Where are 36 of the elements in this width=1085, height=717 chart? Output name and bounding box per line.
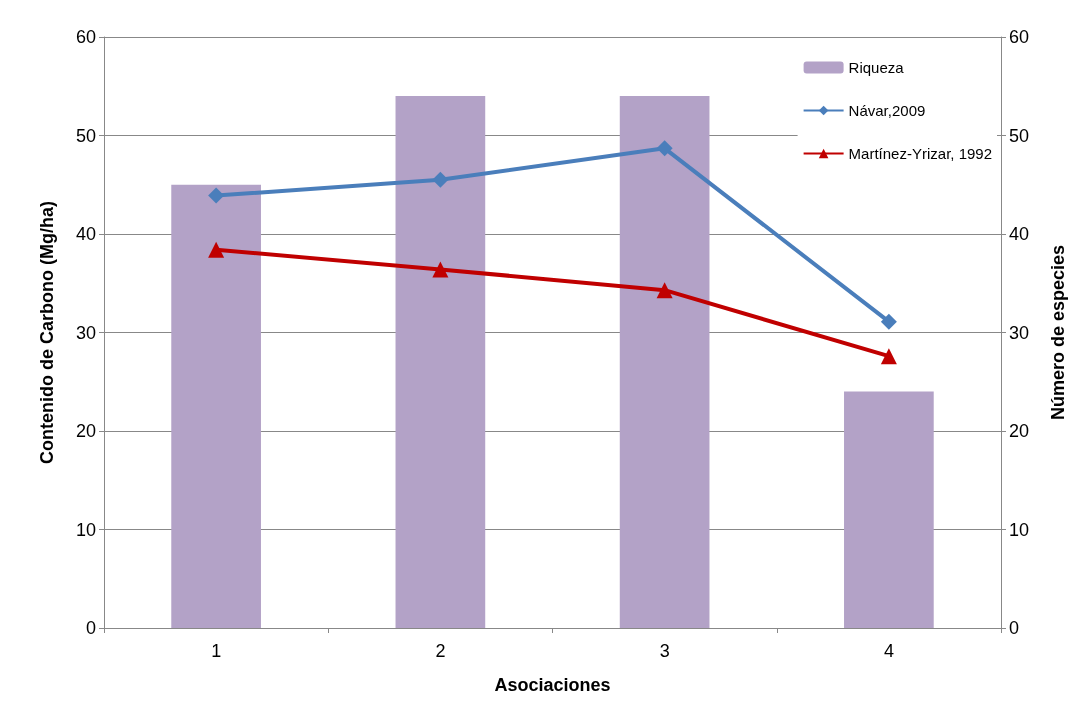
legend-label: Návar,2009 [848, 102, 926, 119]
y-tick-label: 10 [75, 519, 96, 540]
legend-label: Martínez-Yrizar, 1992 [848, 145, 993, 162]
y2-tick-label: 10 [1009, 519, 1030, 540]
x-tick-label: 2 [435, 641, 446, 661]
y-tick-label: 50 [75, 125, 96, 146]
x-axis-title: Asociaciones [494, 675, 611, 695]
point [208, 187, 225, 204]
y2-tick-label: 60 [1009, 27, 1030, 47]
y-tick-label: 20 [75, 421, 96, 441]
legend-label: Riqueza [848, 59, 905, 76]
point [432, 261, 449, 278]
bar [844, 391, 934, 628]
y2-axis-title: Número de especies [1048, 244, 1068, 421]
y2-tick-label: 40 [1009, 224, 1030, 244]
point [656, 282, 673, 299]
bar [171, 184, 261, 628]
point [432, 171, 449, 188]
point [880, 313, 897, 330]
point [880, 348, 897, 365]
x-tick-label: 3 [659, 641, 670, 661]
y2-tick-label: 20 [1009, 421, 1030, 441]
y-tick-label: 0 [85, 618, 96, 638]
y2-tick-label: 0 [1009, 618, 1020, 638]
y-tick-label: 40 [75, 224, 96, 244]
x-tick-label: 1 [211, 641, 222, 661]
y-tick-label: 60 [75, 27, 96, 47]
y2-tick-label: 50 [1009, 125, 1030, 146]
point [208, 241, 225, 258]
y-tick-label: 30 [75, 322, 96, 343]
y-axis-title: Contenido de Carbono (Mg/ha) [37, 201, 57, 464]
x-tick-label: 4 [883, 641, 894, 661]
y2-tick-label: 30 [1009, 322, 1030, 343]
bar [395, 96, 486, 628]
point [656, 140, 673, 157]
bar [619, 96, 710, 628]
